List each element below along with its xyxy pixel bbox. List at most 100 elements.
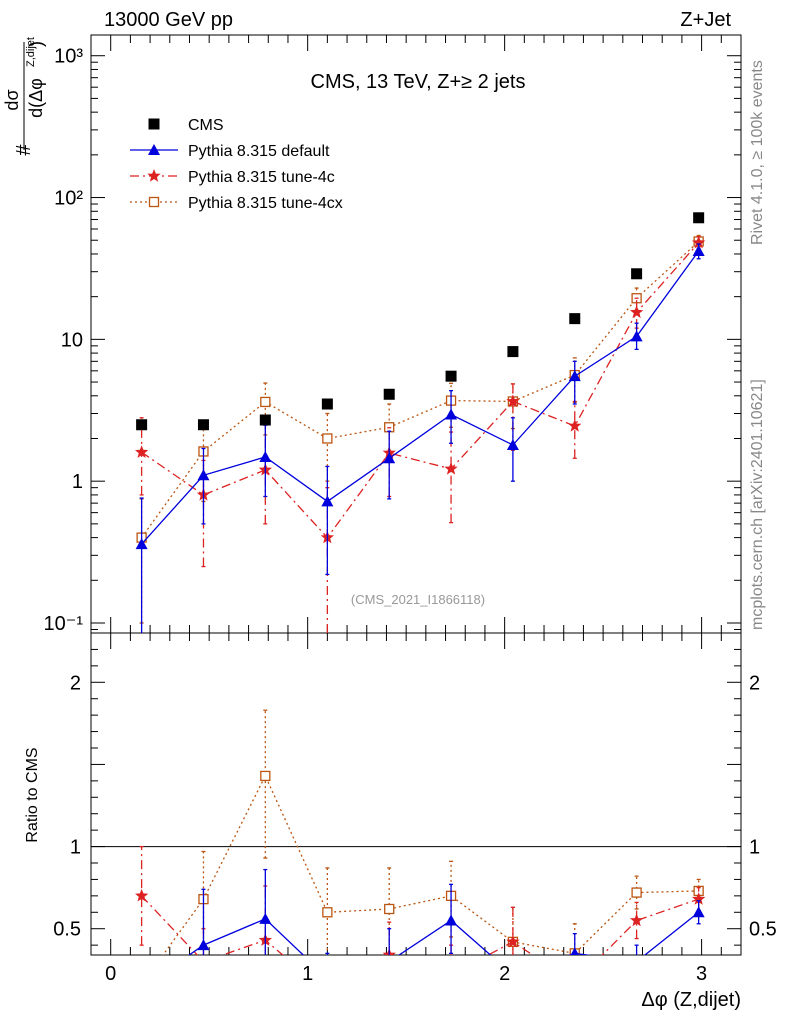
ratio-series [135, 845, 706, 955]
legend-marker [147, 169, 161, 182]
main-y-tick-label: 10² [54, 188, 83, 210]
ratio-y-tick-label-right: 1 [749, 837, 760, 859]
ratio-point [631, 887, 642, 898]
main-point [135, 445, 149, 458]
main-point [630, 330, 643, 342]
main-point [693, 212, 705, 224]
main-line [141, 242, 700, 539]
main-data-layer [135, 212, 706, 633]
main-point [506, 438, 519, 450]
main-series [135, 243, 705, 633]
ratio-point [384, 903, 395, 915]
main-point [631, 268, 643, 280]
legend-label: Pythia 8.315 tune-4cx [188, 195, 343, 212]
header-process-label: Z+Jet [680, 9, 731, 31]
legend-item: Pythia 8.315 tune-4c [130, 169, 335, 186]
main-point [692, 244, 705, 256]
main-point [197, 469, 210, 481]
mcplots-label: mcplots.cern.ch [arXiv:2401.10621] [749, 379, 766, 630]
ratio-point [259, 912, 272, 924]
main-panel-title: CMS, 13 TeV, Z+≥ 2 jets [311, 71, 526, 93]
legend-label: Pythia 8.315 default [188, 143, 330, 160]
main-line [141, 250, 700, 545]
main-point [445, 370, 457, 382]
svg-text:dσ: dσ [2, 89, 22, 110]
main-point [506, 394, 520, 408]
main-series [136, 234, 704, 624]
x-tick-label: 1 [302, 963, 313, 985]
ratio-line [188, 911, 700, 955]
svg-text:d(Δφ: d(Δφ [26, 78, 46, 118]
main-point [692, 235, 706, 249]
ratio-point [322, 907, 333, 918]
main-point [383, 388, 395, 400]
main-point [569, 313, 581, 325]
main-y-tick-label: 10 [61, 329, 83, 351]
legend-label: CMS [188, 117, 224, 134]
ratio-point [629, 913, 644, 927]
ratio-y-axis-label: Ratio to CMS [24, 747, 41, 842]
main-line [141, 241, 700, 538]
legend-marker [148, 196, 160, 208]
ratio-point [197, 939, 210, 951]
legend-item: Pythia 8.315 default [130, 143, 330, 160]
main-point [383, 452, 396, 464]
main-y-axis-label: # dσ d(Δφ Z,dijet ) [2, 37, 46, 156]
ratio-series [188, 868, 705, 955]
legend-item: Pythia 8.315 tune-4cx [130, 195, 343, 212]
ratio-line [141, 895, 699, 955]
main-point [444, 461, 458, 475]
legend-marker [148, 144, 160, 155]
ratio-data-layer [135, 709, 706, 955]
ratio-point [692, 906, 705, 918]
main-y-tick-label: 10⁻¹ [44, 613, 84, 635]
main-axis-ticks: 10⁻¹ 1 10 10² 10³ [44, 35, 742, 635]
ratio-y-tick-label: 2 [70, 672, 81, 694]
main-series [135, 235, 706, 633]
ratio-plot-area [135, 709, 706, 955]
main-point [321, 495, 334, 507]
ratio-y-tick-label-right: 2 [749, 672, 760, 694]
svg-text:Z,dijet: Z,dijet [25, 37, 37, 67]
header-energy-label: 13000 GeV pp [104, 9, 233, 31]
analysis-id-watermark: (CMS_2021_I1866118) [351, 592, 485, 607]
main-series [136, 212, 705, 431]
ratio-point [692, 892, 706, 905]
legend-item: CMS [148, 117, 224, 134]
ratio-panel-frame [90, 632, 742, 956]
main-point [136, 419, 148, 431]
main-point [507, 346, 519, 358]
main-point [135, 538, 148, 550]
main-point [259, 451, 272, 463]
x-tick-label: 3 [696, 963, 707, 985]
ratio-point [570, 947, 579, 955]
main-point [629, 305, 644, 318]
x-tick-label: 0 [105, 963, 116, 985]
main-point [568, 419, 582, 432]
main-point [197, 419, 209, 431]
ratio-series [162, 709, 704, 955]
ratio-axis-ticks: 0 1 2 3 0.5 0.5 1 1 2 2 [53, 633, 777, 985]
main-y-tick-label: 10³ [54, 46, 83, 68]
ratio-y-tick-label-right: 0.5 [749, 919, 777, 941]
ratio-y-tick-label: 0.5 [53, 919, 81, 941]
legend-marker [148, 118, 160, 130]
ratio-y-tick-label: 1 [70, 837, 81, 859]
main-point [568, 370, 581, 382]
ratio-point [445, 914, 458, 926]
main-plot-area [135, 212, 706, 633]
main-point [322, 433, 333, 444]
legend: CMS Pythia 8.315 default Pythia 8.315 tune… [130, 117, 343, 212]
ratio-point [260, 770, 271, 782]
rivet-version-label: Rivet 4.1.0, ≥ 100k events [749, 60, 766, 245]
legend-label: Pythia 8.315 tune-4c [188, 169, 335, 186]
ratio-point [506, 934, 520, 948]
main-point [321, 398, 333, 410]
ratio-point [135, 888, 149, 902]
x-axis-label: Δφ (Z,dijet) [641, 989, 741, 1011]
main-y-tick-label: 1 [72, 471, 83, 493]
main-point [445, 408, 458, 420]
x-tick-label: 2 [499, 963, 510, 985]
ratio-line [162, 774, 699, 955]
